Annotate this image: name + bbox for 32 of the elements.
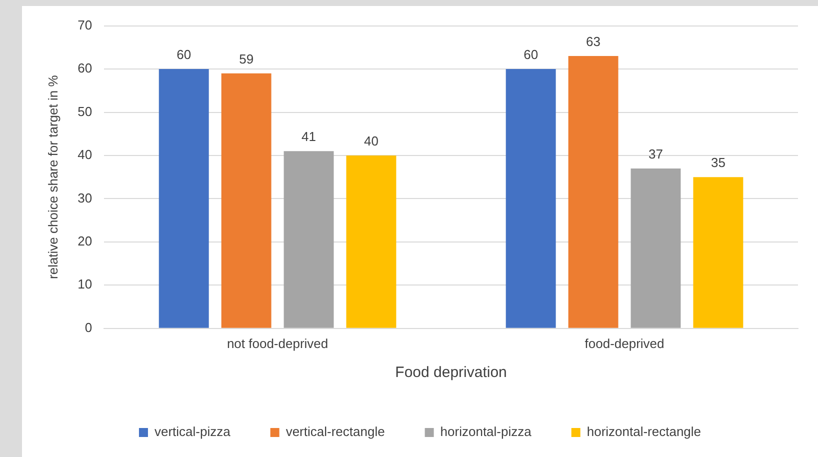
bar — [284, 151, 334, 328]
data-label: 35 — [710, 155, 726, 170]
data-label: 60 — [176, 47, 192, 62]
y-tick-label: 50 — [78, 104, 92, 119]
legend-label: vertical-pizza — [154, 424, 232, 440]
bar — [568, 56, 618, 328]
y-tick-label: 40 — [78, 147, 92, 162]
data-label: 60 — [524, 47, 538, 62]
bar — [693, 177, 744, 328]
bar — [506, 69, 556, 328]
y-tick-label: 10 — [78, 276, 92, 292]
x-axis-title: Food deprivation — [395, 364, 507, 382]
x-tick-label: not food-deprived — [226, 336, 328, 351]
y-tick-label: 60 — [78, 60, 92, 76]
legend-label: horizontal-rectangle — [586, 424, 702, 440]
y-tick-label: 30 — [78, 190, 92, 206]
y-tick-label: 70 — [78, 17, 92, 32]
bar — [158, 69, 209, 328]
x-tick-label: food-deprived — [584, 336, 664, 351]
data-label: 37 — [648, 146, 663, 162]
y-axis-title: relative choice share for target in % — [45, 74, 60, 279]
y-tick-label: 20 — [78, 234, 92, 249]
data-label: 59 — [239, 51, 254, 66]
data-label: 40 — [364, 134, 378, 149]
bar — [630, 168, 681, 328]
y-tick-label: 0 — [84, 320, 92, 335]
bar — [346, 155, 396, 328]
legend-label: vertical-rectangle — [286, 424, 385, 440]
data-label: 63 — [586, 34, 601, 50]
data-label: 41 — [302, 129, 316, 144]
legend-label: horizontal-pizza — [440, 424, 532, 440]
bar — [221, 73, 272, 328]
